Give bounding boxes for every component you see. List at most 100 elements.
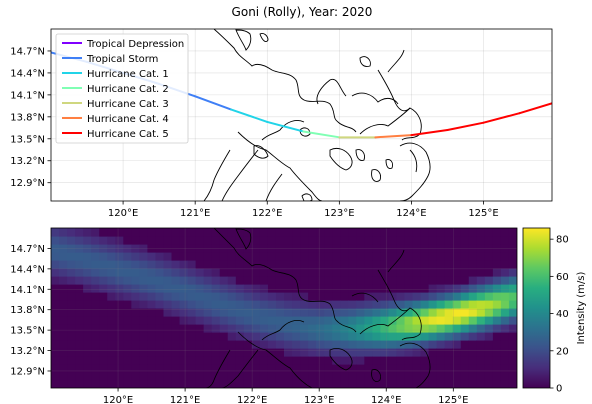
heatmap-cell [67,332,76,341]
heatmap-cell [131,316,140,325]
heatmap-cell [372,300,382,309]
heatmap-cell [243,260,253,269]
heatmap-cell [452,364,462,373]
heatmap-cell [187,356,197,365]
heatmap-cell [372,260,382,269]
heatmap-cell [211,380,221,388]
heatmap-cell [227,284,237,293]
heatmap-cell [412,268,422,277]
heatmap-cell [308,284,317,293]
heatmap-cell [123,236,132,245]
heatmap-cell [380,260,390,269]
heatmap-cell [115,340,124,349]
heatmap-cell [227,252,237,261]
heatmap-cell [324,372,333,381]
heatmap-cell [284,236,293,245]
heatmap-cell [412,300,422,309]
heatmap-cell [292,260,301,269]
heatmap-cell [428,308,438,317]
heatmap-cell [267,316,277,325]
heatmap-cell [460,332,470,341]
heatmap-cell [251,252,261,261]
heatmap-cell [484,268,494,277]
heatmap-cell [284,332,293,341]
heatmap-cell [380,276,390,285]
heatmap-cell [364,308,373,317]
heatmap-cell [227,292,237,301]
heatmap-cell [348,260,357,269]
heatmap-cell [316,332,325,341]
heatmap-cell [259,268,269,277]
heatmap-cell [83,252,92,261]
heatmap-cell [500,260,510,269]
heatmap-cell [468,284,478,293]
heatmap-cell [332,332,341,341]
heatmap-cell [115,372,124,381]
heatmap-cell [332,380,341,388]
heatmap-cell [259,356,269,365]
heatmap-cell [275,236,285,245]
heatmap-cell [436,236,446,245]
heatmap-cell [59,340,68,349]
heatmap-cell [187,364,197,373]
heatmap-cell [420,324,430,333]
heatmap-cell [267,340,277,349]
heatmap-cell [67,228,76,237]
heatmap-cell [147,340,157,349]
heatmap-cell [492,332,502,341]
heatmap-cell [476,268,486,277]
heatmap-cell [171,276,181,285]
heatmap-cell [468,380,478,388]
heatmap-cell [155,332,165,341]
heatmap-cell [187,284,197,293]
track-map-xtick-label: 124°E [396,208,426,219]
heatmap-cell [316,340,325,349]
heatmap-cell [155,380,165,388]
heatmap-cell [452,348,462,357]
heatmap-cell [131,244,140,253]
heatmap-cell [428,300,438,309]
heatmap-cell [452,332,462,341]
heatmap-cell [316,348,325,357]
heatmap-cell [171,260,181,269]
heatmap-cell [51,260,60,269]
heatmap-cell [492,340,502,349]
heatmap-cell [187,372,197,381]
heatmap-cell [444,268,454,277]
heatmap-cell [123,244,132,253]
heatmap-cell [404,356,414,365]
heatmap-cell [179,260,189,269]
heatmap-cell [59,380,68,388]
heatmap-cell [332,340,341,349]
heatmap-cell [380,244,390,253]
heatmap-cell [468,332,478,341]
heatmap-frame [50,227,518,389]
heatmap-cell [155,284,165,293]
heatmap-cell [500,284,510,293]
track-map-ytick-label: 13.8°N [10,112,45,123]
heatmap-cell [147,268,157,277]
heatmap-cell [484,380,494,388]
heatmap-cell [460,260,470,269]
heatmap-cell [308,268,317,277]
heatmap-cell [67,292,76,301]
track-map-ytick-label: 14.4°N [10,68,45,79]
heatmap-cell [484,316,494,325]
heatmap-cell [380,364,390,373]
heatmap-cell [155,340,165,349]
heatmap-cell [259,324,269,333]
heatmap-cell [147,356,157,365]
heatmap-cell [340,324,349,333]
heatmap-cell [91,292,100,301]
heatmap-cell [59,268,68,277]
heatmap-cell [195,228,205,237]
heatmap-cell [364,324,373,333]
heatmap-cell [251,324,261,333]
heatmap-cell [444,292,454,301]
heatmap-cell [316,236,325,245]
heatmap-cell [123,252,132,261]
heatmap-cell [452,300,462,309]
heatmap-cell [59,364,68,373]
heatmap-cell [267,348,277,357]
heatmap-cell [179,340,189,349]
